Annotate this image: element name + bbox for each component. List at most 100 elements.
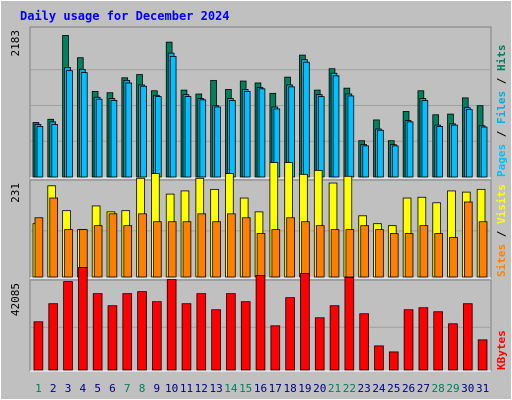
x-tick-label-day-14: 14 bbox=[224, 382, 238, 395]
bar-sites-day-24 bbox=[375, 229, 384, 278]
bar-sites-day-17 bbox=[271, 229, 281, 278]
right-legend: Sites / Visits bbox=[495, 184, 508, 277]
bar-kbytes-day-30 bbox=[462, 303, 473, 371]
x-tick-label-day-25: 25 bbox=[387, 382, 400, 395]
x-tick-label-day-6: 6 bbox=[109, 382, 116, 395]
bar-kbytes-day-6 bbox=[107, 305, 118, 371]
bar-kbytes-day-3 bbox=[63, 281, 73, 371]
bar-sites-day-22 bbox=[345, 229, 355, 278]
x-tick-label-day-3: 3 bbox=[65, 382, 72, 395]
panel-kbytes: 42085 KBytes bbox=[9, 267, 508, 372]
bar-pages-day-13 bbox=[214, 106, 221, 178]
x-tick-label-day-22: 22 bbox=[343, 382, 356, 395]
bar-sites-day-21 bbox=[330, 229, 340, 278]
bar-sites-day-18 bbox=[286, 217, 295, 278]
bar-pages-day-2 bbox=[51, 124, 59, 178]
bar-pages-day-8 bbox=[140, 85, 147, 178]
legend-kbytes: KBytes bbox=[495, 330, 508, 370]
bar-pages-day-11 bbox=[184, 96, 192, 178]
bar-sites-day-7 bbox=[123, 225, 133, 278]
bar-kbytes-day-26 bbox=[403, 309, 414, 371]
bar-kbytes-day-4 bbox=[78, 267, 88, 371]
x-tick-label-day-12: 12 bbox=[195, 382, 208, 395]
x-tick-label-day-24: 24 bbox=[372, 382, 386, 395]
x-tick-label-day-2: 2 bbox=[50, 382, 57, 395]
x-tick-label-day-31: 31 bbox=[476, 382, 489, 395]
panel-visits_sites: 231 Sites / Visits bbox=[9, 162, 508, 279]
bar-kbytes-day-28 bbox=[433, 311, 443, 371]
bar-pages-day-31 bbox=[480, 126, 488, 178]
bar-sites-day-16 bbox=[256, 233, 266, 278]
bar-sites-day-8 bbox=[138, 213, 147, 278]
x-tick-label-day-4: 4 bbox=[80, 382, 87, 395]
bar-pages-day-20 bbox=[317, 96, 325, 178]
bar-sites-day-29 bbox=[449, 237, 458, 278]
bar-kbytes-day-12 bbox=[196, 293, 207, 371]
bar-pages-day-30 bbox=[465, 109, 473, 178]
bar-pages-day-5 bbox=[95, 98, 103, 178]
x-tick-label-day-27: 27 bbox=[417, 382, 430, 395]
legend-hits: Hits bbox=[495, 45, 508, 72]
x-tick-label-day-5: 5 bbox=[94, 382, 101, 395]
bar-pages-day-15 bbox=[243, 91, 251, 178]
x-tick-label-day-11: 11 bbox=[180, 382, 193, 395]
y-max-label: 231 bbox=[9, 183, 22, 203]
x-tick-label-day-8: 8 bbox=[139, 382, 146, 395]
bar-sites-day-10 bbox=[167, 221, 177, 278]
legend-separator: / bbox=[495, 124, 508, 144]
x-tick-label-day-17: 17 bbox=[269, 382, 282, 395]
bar-sites-day-5 bbox=[93, 225, 103, 278]
bar-sites-day-14 bbox=[227, 213, 236, 278]
legend-sites: Sites bbox=[495, 244, 508, 277]
bar-pages-day-19 bbox=[303, 61, 310, 178]
x-tick-label-day-20: 20 bbox=[313, 382, 326, 395]
bar-pages-day-27 bbox=[421, 100, 429, 178]
bar-sites-day-11 bbox=[182, 221, 192, 278]
y-max-label: 42085 bbox=[9, 283, 22, 316]
x-tick-label-day-16: 16 bbox=[254, 382, 267, 395]
bar-sites-day-26 bbox=[404, 233, 414, 278]
bar-pages-day-9 bbox=[155, 96, 162, 178]
bar-sites-day-19 bbox=[301, 221, 310, 278]
bar-sites-day-28 bbox=[434, 233, 443, 278]
bar-pages-day-10 bbox=[169, 55, 177, 178]
bar-sites-day-15 bbox=[241, 217, 251, 278]
bar-kbytes-day-21 bbox=[329, 305, 340, 371]
bar-kbytes-day-17 bbox=[270, 325, 281, 371]
bar-pages-day-23 bbox=[362, 145, 369, 178]
legend-files: Files bbox=[495, 91, 508, 124]
bar-pages-day-24 bbox=[377, 129, 384, 178]
x-tick-label-day-18: 18 bbox=[283, 382, 296, 395]
bar-pages-day-29 bbox=[451, 124, 458, 178]
bar-pages-day-3 bbox=[66, 70, 73, 178]
bar-kbytes-day-16 bbox=[255, 275, 266, 371]
bar-kbytes-day-1 bbox=[33, 321, 44, 371]
x-tick-label-day-29: 29 bbox=[446, 382, 459, 395]
panel-hits_files_pages: 2183 Pages / Files / Hits bbox=[9, 26, 508, 179]
bar-kbytes-day-27 bbox=[418, 307, 429, 371]
x-tick-label-day-26: 26 bbox=[402, 382, 415, 395]
bar-kbytes-day-15 bbox=[240, 301, 251, 371]
x-tick-label-day-15: 15 bbox=[239, 382, 252, 395]
bar-pages-day-12 bbox=[199, 99, 207, 178]
bar-pages-day-6 bbox=[110, 100, 118, 178]
bar-kbytes-day-5 bbox=[92, 293, 103, 371]
bar-pages-day-28 bbox=[436, 126, 443, 178]
x-tick-label-day-30: 30 bbox=[461, 382, 474, 395]
bar-sites-day-1 bbox=[34, 217, 44, 278]
bar-sites-day-3 bbox=[64, 229, 73, 278]
x-tick-label-day-21: 21 bbox=[328, 382, 341, 395]
bar-kbytes-day-9 bbox=[152, 301, 162, 371]
bar-pages-day-25 bbox=[391, 145, 399, 178]
x-tick-label-day-1: 1 bbox=[35, 382, 42, 395]
right-legend: KBytes bbox=[495, 330, 508, 370]
bar-sites-day-20 bbox=[315, 225, 325, 278]
bar-kbytes-day-31 bbox=[477, 339, 488, 371]
bar-sites-day-27 bbox=[419, 225, 429, 278]
x-tick-label-day-10: 10 bbox=[165, 382, 178, 395]
bar-sites-day-23 bbox=[360, 225, 369, 278]
bar-kbytes-day-19 bbox=[300, 273, 310, 371]
legend-separator: / bbox=[495, 71, 508, 91]
